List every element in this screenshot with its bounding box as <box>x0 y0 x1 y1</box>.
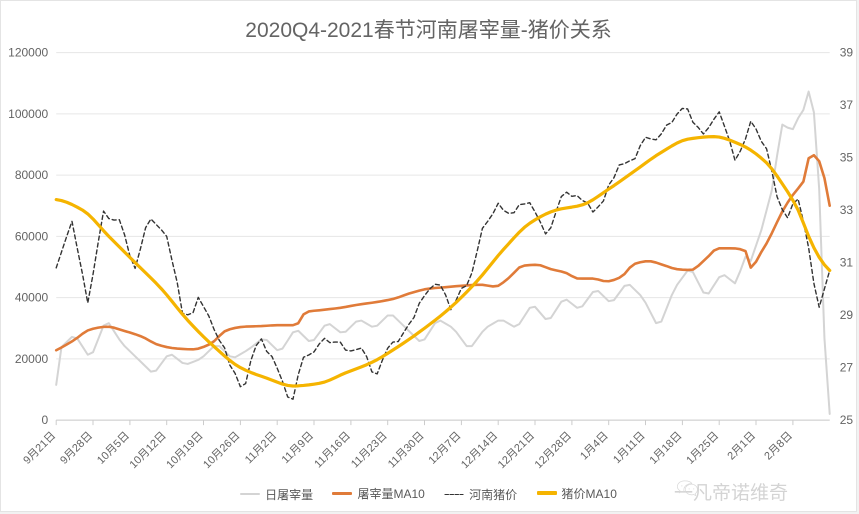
svg-text:1月18日: 1月18日 <box>647 430 684 467</box>
svg-text:9月28日: 9月28日 <box>58 430 95 467</box>
svg-text:31: 31 <box>840 256 854 270</box>
svg-text:1月25日: 1月25日 <box>684 430 721 467</box>
svg-text:100000: 100000 <box>8 107 48 121</box>
svg-text:12月21日: 12月21日 <box>496 430 537 471</box>
svg-text:11月30日: 11月30日 <box>386 430 427 471</box>
svg-text:10月19日: 10月19日 <box>164 430 205 471</box>
svg-text:2月8日: 2月8日 <box>762 430 795 463</box>
svg-text:35: 35 <box>840 151 854 165</box>
svg-text:1月11日: 1月11日 <box>611 430 647 466</box>
svg-text:2月1日: 2月1日 <box>725 430 758 463</box>
svg-text:12月7日: 12月7日 <box>426 430 463 467</box>
svg-text:9月21日: 9月21日 <box>21 430 58 467</box>
svg-text:27: 27 <box>840 361 854 375</box>
svg-text:37: 37 <box>840 98 854 112</box>
svg-text:20000: 20000 <box>15 352 49 366</box>
svg-text:0: 0 <box>42 413 49 427</box>
svg-text:80000: 80000 <box>15 168 49 182</box>
svg-text:10月12日: 10月12日 <box>127 430 168 471</box>
svg-text:60000: 60000 <box>15 229 49 243</box>
svg-text:40000: 40000 <box>15 291 49 305</box>
svg-text:11月2日: 11月2日 <box>243 430 279 466</box>
svg-text:11月23日: 11月23日 <box>349 430 390 471</box>
svg-text:10月5日: 10月5日 <box>95 430 132 467</box>
svg-text:12月14日: 12月14日 <box>459 430 500 471</box>
svg-text:11月9日: 11月9日 <box>280 430 316 466</box>
svg-text:33: 33 <box>840 203 854 217</box>
svg-text:39: 39 <box>840 46 854 60</box>
svg-text:25: 25 <box>840 413 854 427</box>
svg-text:1月4日: 1月4日 <box>578 430 611 463</box>
svg-text:10月26日: 10月26日 <box>201 430 242 471</box>
svg-text:11月16日: 11月16日 <box>312 430 353 471</box>
svg-text:12月28日: 12月28日 <box>533 430 574 471</box>
svg-text:120000: 120000 <box>8 46 48 60</box>
svg-text:29: 29 <box>840 308 854 322</box>
